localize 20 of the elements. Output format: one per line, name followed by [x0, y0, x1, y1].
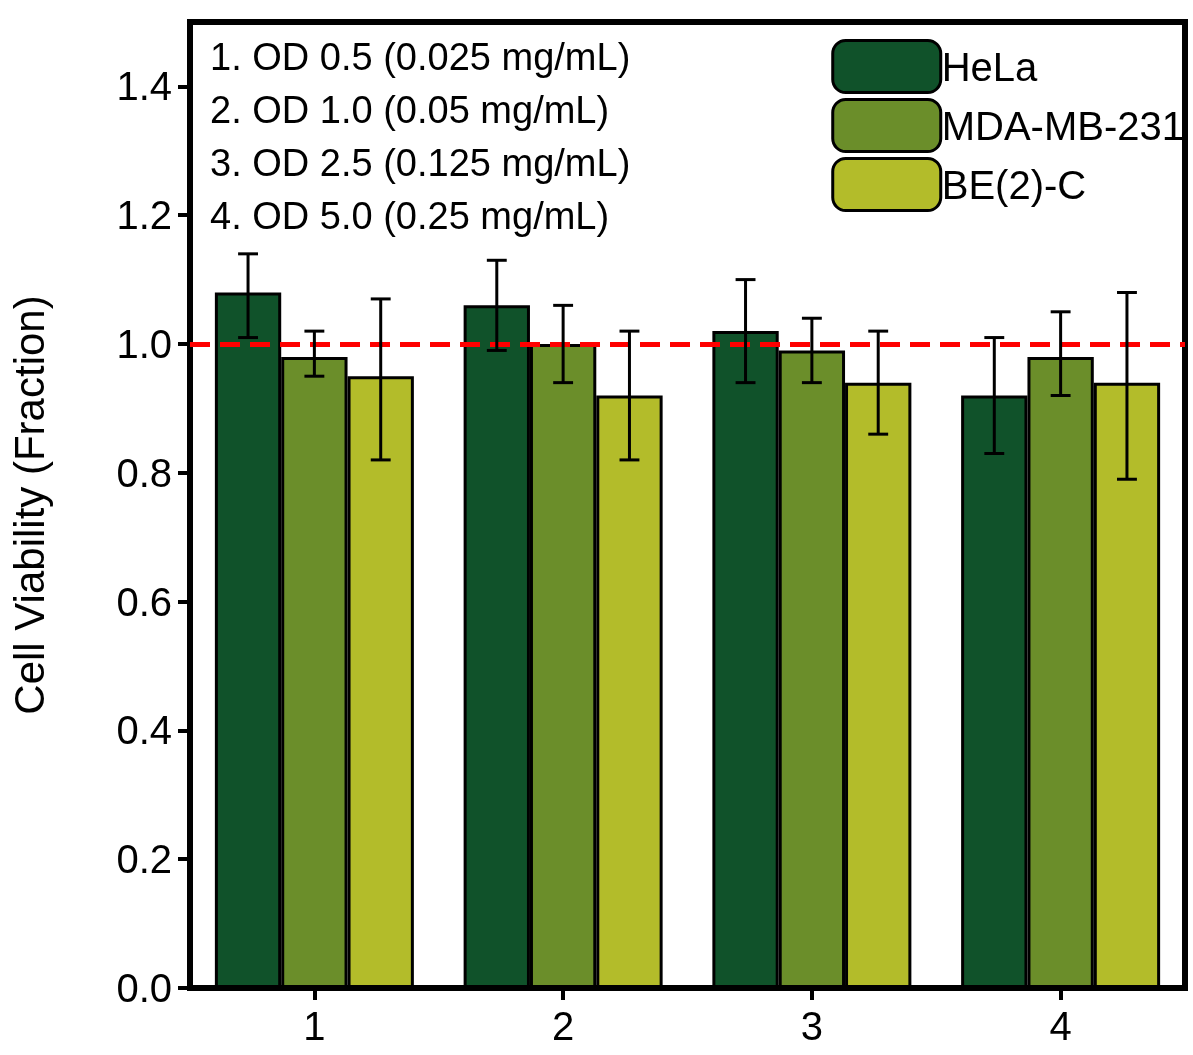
y-tick-label: 1.4 — [116, 64, 172, 109]
x-tick-label: 3 — [800, 1004, 823, 1048]
annotation: 4. OD 5.0 (0.25 mg/mL) — [210, 195, 610, 237]
legend-label: HeLa — [941, 44, 1039, 89]
annotation: 1. OD 0.5 (0.025 mg/mL) — [210, 36, 631, 78]
y-tick-label: 0.0 — [116, 966, 172, 1010]
x-tick-label: 2 — [552, 1004, 575, 1048]
x-tick-label: 1 — [303, 1004, 326, 1048]
y-tick-label: 0.6 — [116, 579, 172, 624]
legend-label: MDA-MB-231 — [941, 103, 1184, 148]
y-tick-label: 1.2 — [116, 193, 172, 238]
y-axis-title: Cell Viability (Fraction) — [5, 295, 53, 715]
annotation: 2. OD 1.0 (0.05 mg/mL) — [210, 89, 610, 131]
y-tick-label: 0.2 — [116, 837, 172, 882]
legend-label: BE(2)-C — [941, 162, 1087, 207]
y-tick-label: 0.8 — [116, 450, 172, 495]
y-tick-label: 0.4 — [116, 708, 172, 753]
annotation: 3. OD 2.5 (0.125 mg/mL) — [210, 142, 631, 184]
x-tick-label: 4 — [1049, 1004, 1072, 1048]
y-tick-label: 1.0 — [116, 322, 172, 366]
